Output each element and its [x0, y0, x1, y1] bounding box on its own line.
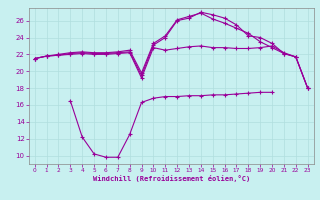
X-axis label: Windchill (Refroidissement éolien,°C): Windchill (Refroidissement éolien,°C)	[92, 175, 250, 182]
